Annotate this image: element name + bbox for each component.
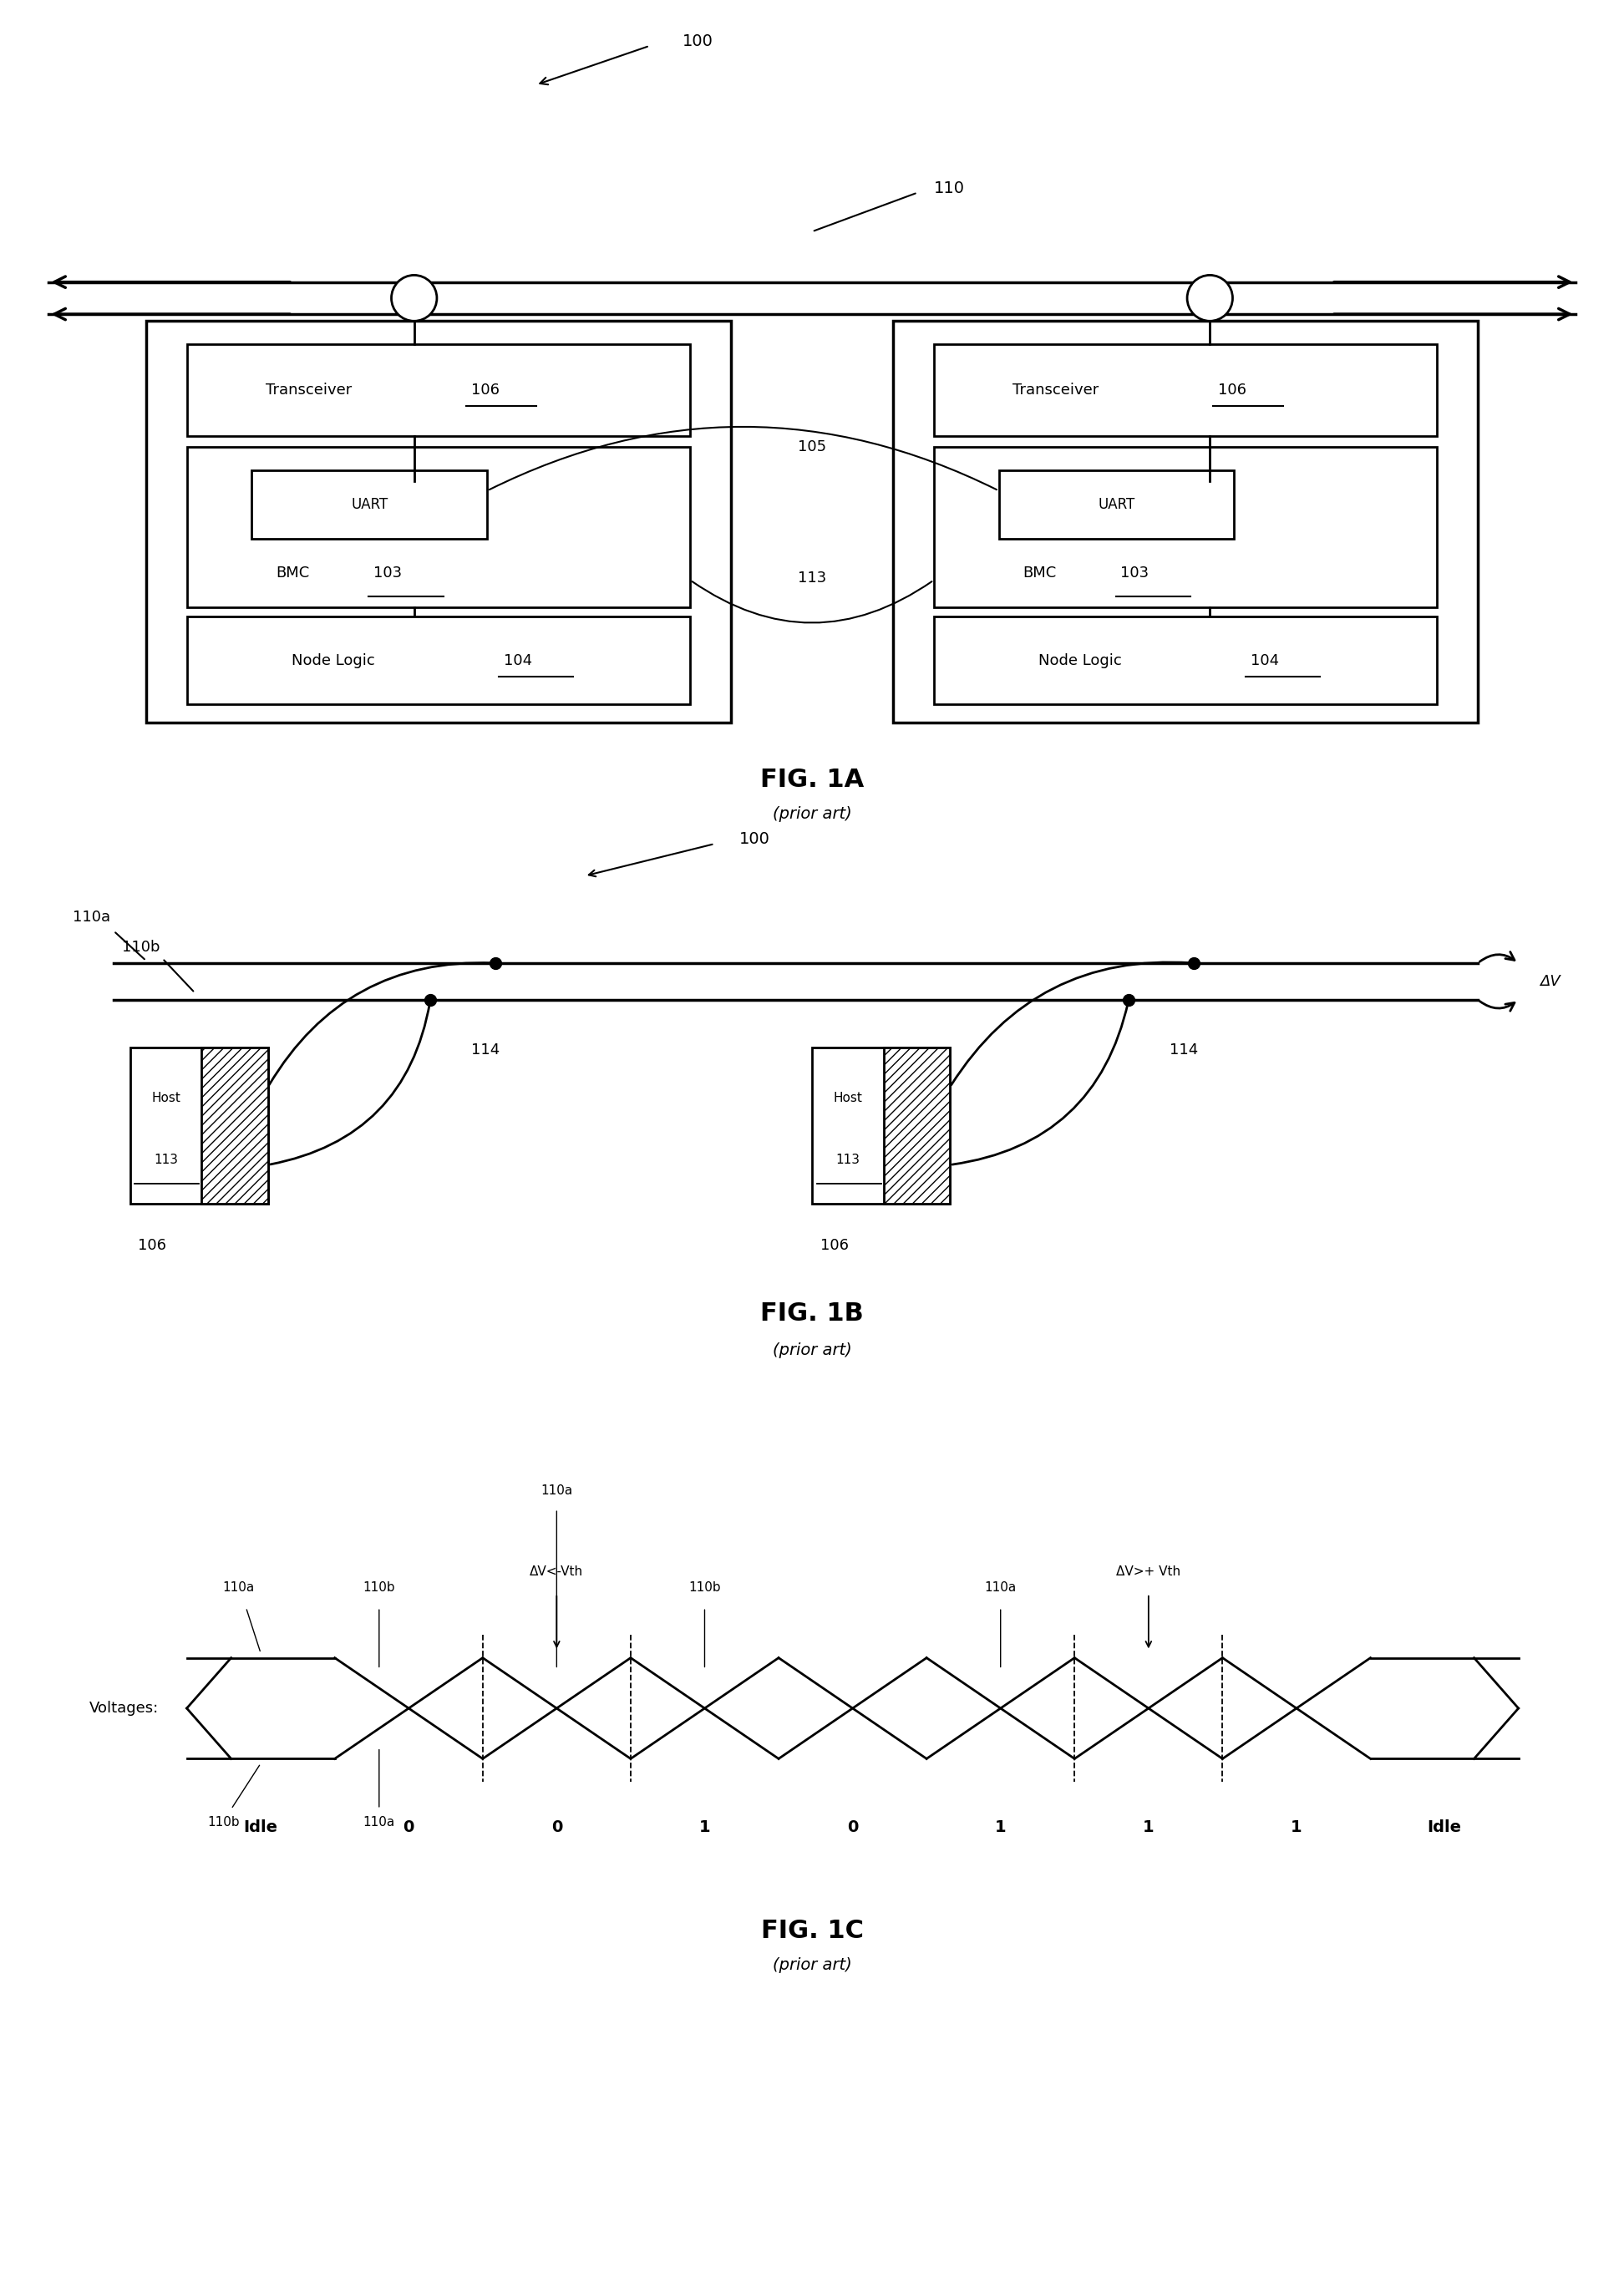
Text: FIG. 1A: FIG. 1A — [760, 768, 864, 791]
Text: 113: 113 — [836, 1153, 861, 1167]
Text: Host: Host — [833, 1091, 862, 1103]
Text: 110b: 110b — [689, 1582, 721, 1594]
Text: Idle: Idle — [244, 1821, 278, 1834]
Text: 1: 1 — [1143, 1821, 1155, 1834]
Text: 113: 113 — [154, 1153, 179, 1167]
Text: 114: 114 — [471, 1043, 500, 1057]
Text: FIG. 1C: FIG. 1C — [760, 1919, 864, 1942]
Text: FIG. 1B: FIG. 1B — [760, 1302, 864, 1325]
Text: BMC: BMC — [1023, 566, 1056, 580]
Text: 103: 103 — [374, 566, 403, 580]
Text: 106: 106 — [1218, 383, 1246, 397]
Ellipse shape — [1187, 275, 1233, 321]
Text: 100: 100 — [682, 34, 713, 48]
Text: ΔV: ΔV — [1540, 975, 1561, 988]
Text: UART: UART — [1098, 498, 1135, 511]
Text: BMC: BMC — [276, 566, 309, 580]
FancyBboxPatch shape — [201, 1048, 268, 1204]
Text: 110: 110 — [934, 181, 965, 195]
Text: 104: 104 — [503, 654, 533, 667]
Ellipse shape — [391, 275, 437, 321]
Text: 0: 0 — [403, 1821, 414, 1834]
Text: (prior art): (prior art) — [773, 807, 851, 821]
Text: 1: 1 — [996, 1821, 1007, 1834]
FancyBboxPatch shape — [999, 470, 1234, 539]
FancyBboxPatch shape — [130, 1048, 268, 1204]
Text: 103: 103 — [1121, 566, 1150, 580]
Text: 106: 106 — [820, 1238, 848, 1252]
FancyBboxPatch shape — [883, 1048, 950, 1204]
Text: 104: 104 — [1250, 654, 1280, 667]
Text: 100: 100 — [739, 832, 770, 846]
Text: 110a: 110a — [222, 1582, 255, 1594]
Text: Idle: Idle — [1427, 1821, 1462, 1834]
Text: 110a: 110a — [364, 1816, 395, 1828]
Text: Transceiver: Transceiver — [1012, 383, 1099, 397]
Text: 1: 1 — [698, 1821, 710, 1834]
Text: 106: 106 — [471, 383, 499, 397]
Text: ΔV>+ Vth: ΔV>+ Vth — [1116, 1566, 1181, 1578]
FancyBboxPatch shape — [934, 617, 1437, 704]
Text: 110a: 110a — [541, 1486, 573, 1497]
Text: Node Logic: Node Logic — [291, 654, 375, 667]
FancyBboxPatch shape — [934, 344, 1437, 436]
Text: 110b: 110b — [364, 1582, 395, 1594]
Text: Voltages:: Voltages: — [89, 1701, 159, 1715]
Text: ΔV<-Vth: ΔV<-Vth — [529, 1566, 583, 1578]
FancyBboxPatch shape — [187, 617, 690, 704]
Text: 106: 106 — [138, 1238, 166, 1252]
Text: 110a: 110a — [984, 1582, 1017, 1594]
Text: Node Logic: Node Logic — [1038, 654, 1122, 667]
Text: (prior art): (prior art) — [773, 1344, 851, 1357]
FancyBboxPatch shape — [187, 344, 690, 436]
FancyBboxPatch shape — [187, 447, 690, 608]
Text: 0: 0 — [551, 1821, 562, 1834]
FancyBboxPatch shape — [893, 321, 1478, 722]
FancyBboxPatch shape — [146, 321, 731, 722]
Text: Transceiver: Transceiver — [265, 383, 352, 397]
Text: 1: 1 — [1291, 1821, 1302, 1834]
Text: 0: 0 — [848, 1821, 857, 1834]
Text: 110a: 110a — [73, 910, 110, 924]
Text: 110b: 110b — [208, 1816, 240, 1828]
FancyBboxPatch shape — [252, 470, 487, 539]
Text: Host: Host — [151, 1091, 180, 1103]
Text: 110b: 110b — [122, 940, 159, 954]
FancyBboxPatch shape — [934, 447, 1437, 608]
FancyBboxPatch shape — [812, 1048, 950, 1204]
Text: 113: 113 — [797, 571, 827, 585]
Text: 105: 105 — [797, 440, 827, 454]
Text: UART: UART — [351, 498, 388, 511]
Text: 114: 114 — [1169, 1043, 1199, 1057]
Text: (prior art): (prior art) — [773, 1958, 851, 1972]
